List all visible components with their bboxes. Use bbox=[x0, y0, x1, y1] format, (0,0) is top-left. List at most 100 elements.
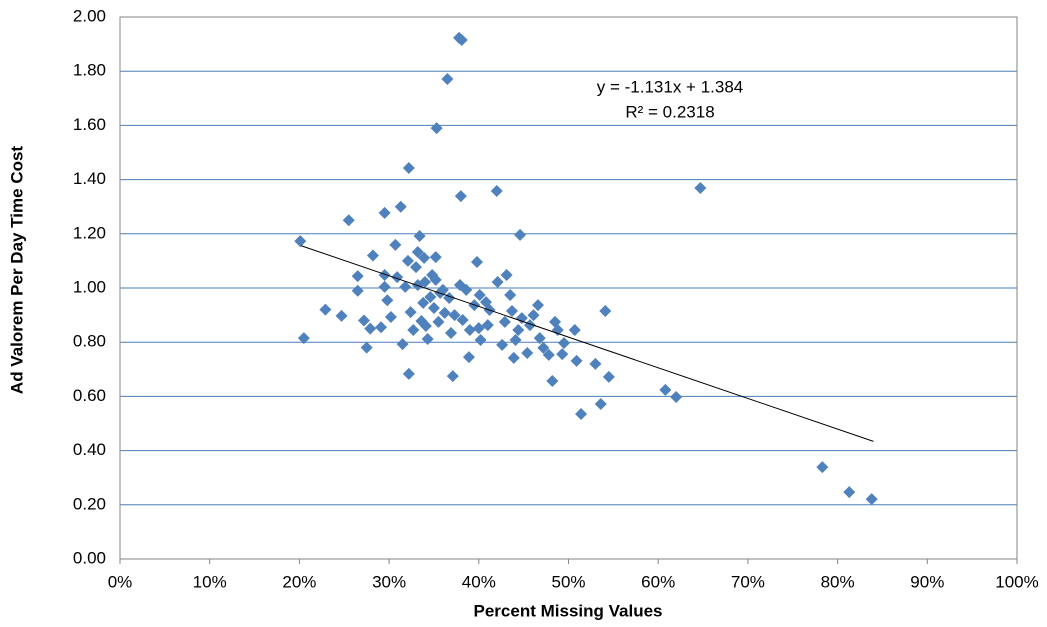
data-point bbox=[441, 73, 454, 86]
y-tick-label: 1.60 bbox=[73, 115, 106, 134]
data-point bbox=[589, 357, 602, 370]
data-point bbox=[599, 305, 612, 318]
data-point bbox=[523, 319, 536, 332]
data-point bbox=[816, 461, 829, 474]
data-point bbox=[551, 324, 564, 337]
x-tick-label: 50% bbox=[551, 572, 585, 591]
data-point bbox=[512, 324, 525, 337]
data-point bbox=[419, 319, 432, 332]
data-point bbox=[401, 254, 414, 267]
data-point bbox=[427, 302, 440, 315]
x-tick-label: 0% bbox=[108, 572, 133, 591]
x-tick-label: 100% bbox=[995, 572, 1038, 591]
y-tick-label: 1.00 bbox=[73, 277, 106, 296]
data-point bbox=[490, 184, 503, 197]
data-point bbox=[694, 182, 707, 195]
data-point bbox=[509, 334, 522, 347]
data-point bbox=[568, 324, 581, 337]
y-tick-label: 0.00 bbox=[73, 548, 106, 567]
data-point bbox=[474, 334, 487, 347]
data-point bbox=[505, 305, 518, 318]
data-point bbox=[396, 338, 409, 351]
data-point bbox=[430, 122, 443, 135]
data-point bbox=[402, 367, 415, 380]
data-point bbox=[454, 190, 467, 203]
data-point bbox=[514, 228, 527, 241]
data-point bbox=[297, 332, 310, 345]
data-point bbox=[521, 347, 534, 360]
trendline bbox=[301, 245, 874, 442]
data-point bbox=[378, 280, 391, 293]
data-point bbox=[407, 324, 420, 337]
data-point bbox=[448, 309, 461, 322]
data-point bbox=[364, 322, 377, 335]
data-point bbox=[418, 276, 431, 289]
data-point bbox=[360, 341, 373, 354]
data-point bbox=[411, 245, 424, 258]
data-point bbox=[413, 229, 426, 242]
data-point bbox=[429, 251, 442, 264]
y-tick-label: 1.40 bbox=[73, 169, 106, 188]
data-point bbox=[375, 321, 388, 334]
data-point bbox=[429, 273, 442, 286]
data-point bbox=[865, 493, 878, 506]
data-point bbox=[473, 289, 486, 302]
data-point bbox=[843, 486, 856, 499]
y-axis-title: Ad Valorem Per Day Time Cost bbox=[7, 146, 26, 395]
data-point bbox=[335, 309, 348, 322]
data-point bbox=[498, 315, 511, 328]
data-point bbox=[515, 312, 528, 325]
data-point bbox=[399, 280, 412, 293]
data-point bbox=[463, 324, 476, 337]
y-tick-label: 2.00 bbox=[73, 6, 106, 25]
data-point bbox=[444, 326, 457, 339]
x-tick-label: 30% bbox=[372, 572, 406, 591]
data-point bbox=[500, 268, 513, 281]
data-point bbox=[496, 338, 509, 351]
data-point bbox=[418, 251, 431, 264]
x-tick-label: 70% bbox=[731, 572, 765, 591]
data-point bbox=[389, 238, 402, 251]
data-point bbox=[394, 200, 407, 213]
data-point bbox=[546, 374, 559, 387]
x-tick-label: 20% bbox=[282, 572, 316, 591]
data-point bbox=[460, 283, 473, 296]
data-point bbox=[542, 348, 555, 361]
annotation: y = -1.131x + 1.384 bbox=[597, 77, 744, 96]
y-tick-label: 0.60 bbox=[73, 386, 106, 405]
data-point bbox=[456, 313, 469, 326]
data-point bbox=[532, 299, 545, 312]
data-point bbox=[381, 294, 394, 307]
x-tick-label: 10% bbox=[193, 572, 227, 591]
data-point bbox=[319, 303, 332, 316]
y-tick-label: 0.20 bbox=[73, 494, 106, 513]
data-point bbox=[404, 306, 417, 319]
y-tick-label: 0.80 bbox=[73, 332, 106, 351]
data-point bbox=[378, 206, 391, 219]
data-point bbox=[570, 354, 583, 367]
y-tick-label: 0.40 bbox=[73, 440, 106, 459]
data-point bbox=[455, 34, 468, 47]
data-point bbox=[402, 161, 415, 174]
x-tick-label: 40% bbox=[462, 572, 496, 591]
y-tick-label: 1.20 bbox=[73, 223, 106, 242]
data-point bbox=[342, 214, 355, 227]
data-point bbox=[446, 370, 459, 383]
data-point bbox=[417, 296, 430, 309]
x-tick-label: 90% bbox=[910, 572, 944, 591]
data-point bbox=[507, 351, 520, 364]
data-point bbox=[357, 314, 370, 327]
data-point bbox=[432, 315, 445, 328]
data-point bbox=[575, 408, 588, 421]
data-point bbox=[537, 341, 550, 354]
data-point bbox=[504, 289, 517, 302]
data-point bbox=[391, 271, 404, 284]
data-point bbox=[556, 348, 569, 361]
data-point bbox=[421, 332, 434, 345]
data-point bbox=[366, 249, 379, 262]
data-point bbox=[424, 290, 437, 303]
y-tick-label: 1.80 bbox=[73, 61, 106, 80]
data-point bbox=[594, 397, 607, 410]
